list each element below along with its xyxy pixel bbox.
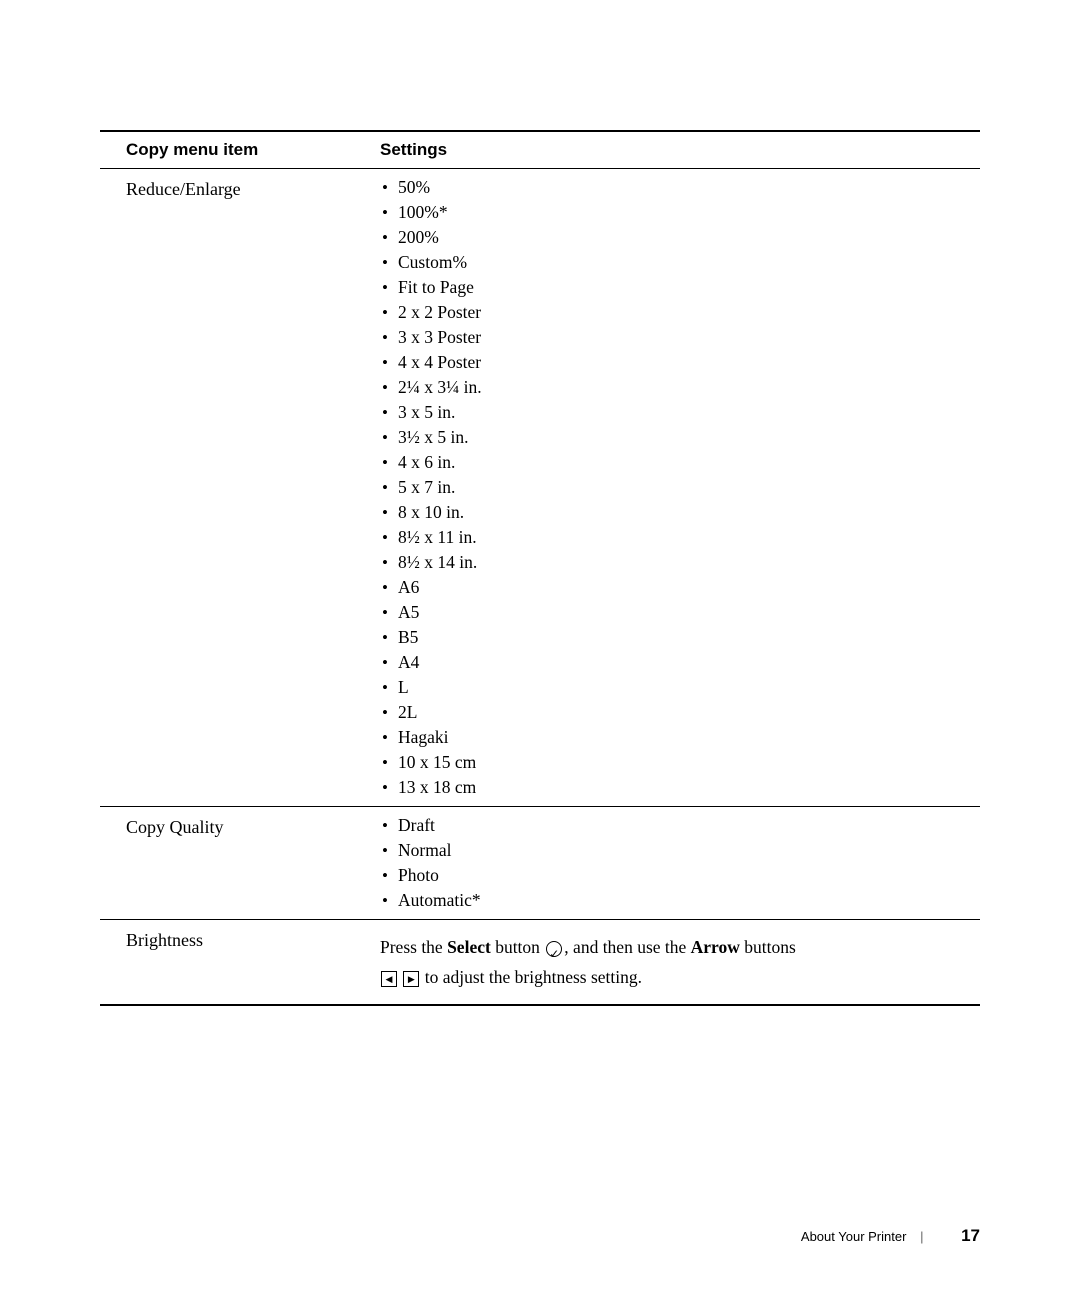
setting-item: 3½ x 5 in. — [380, 425, 980, 450]
footer-separator: | — [920, 1229, 923, 1244]
setting-item: 10 x 15 cm — [380, 750, 980, 775]
settings-table: Copy menu item Settings Reduce/Enlarge 5… — [100, 130, 980, 1006]
setting-item: A4 — [380, 650, 980, 675]
header-settings: Settings — [380, 140, 980, 160]
brightness-text-part: Press the — [380, 937, 447, 957]
setting-item: Photo — [380, 863, 980, 888]
item-name-reduce-enlarge: Reduce/Enlarge — [100, 175, 380, 800]
setting-item: 4 x 4 Poster — [380, 350, 980, 375]
setting-item: 5 x 7 in. — [380, 475, 980, 500]
settings-list-copy-quality: Draft Normal Photo Automatic* — [380, 813, 980, 913]
setting-item: 8½ x 11 in. — [380, 525, 980, 550]
footer-page-number: 17 — [961, 1226, 980, 1245]
setting-item: 4 x 6 in. — [380, 450, 980, 475]
setting-item: A5 — [380, 600, 980, 625]
setting-item: A6 — [380, 575, 980, 600]
page-footer: About Your Printer | 17 — [801, 1226, 980, 1246]
brightness-text-part: , and then use the — [564, 937, 690, 957]
settings-reduce-enlarge: 50% 100%* 200% Custom% Fit to Page 2 x 2… — [380, 175, 980, 800]
settings-copy-quality: Draft Normal Photo Automatic* — [380, 813, 980, 913]
brightness-arrow-label: Arrow — [691, 937, 740, 957]
setting-item: 3 x 5 in. — [380, 400, 980, 425]
setting-item: B5 — [380, 625, 980, 650]
setting-item: 8½ x 14 in. — [380, 550, 980, 575]
settings-brightness: Press the Select button , and then use t… — [380, 926, 980, 998]
brightness-text-part: button — [491, 937, 544, 957]
setting-item: Draft — [380, 813, 980, 838]
row-reduce-enlarge: Reduce/Enlarge 50% 100%* 200% Custom% Fi… — [100, 169, 980, 807]
setting-item: Hagaki — [380, 725, 980, 750]
setting-item: 13 x 18 cm — [380, 775, 980, 800]
setting-item: 50% — [380, 175, 980, 200]
setting-item: Custom% — [380, 250, 980, 275]
table-header-row: Copy menu item Settings — [100, 132, 980, 169]
setting-item: Normal — [380, 838, 980, 863]
arrow-left-icon: ◀ — [381, 971, 397, 987]
brightness-text-part: to adjust the brightness setting. — [425, 967, 642, 987]
brightness-text-part: buttons — [740, 937, 796, 957]
row-copy-quality: Copy Quality Draft Normal Photo Automati… — [100, 807, 980, 920]
setting-item: 200% — [380, 225, 980, 250]
setting-item: L — [380, 675, 980, 700]
setting-item: Fit to Page — [380, 275, 980, 300]
setting-item: 100%* — [380, 200, 980, 225]
select-button-icon — [546, 941, 562, 957]
row-brightness: Brightness Press the Select button , and… — [100, 920, 980, 1004]
header-copy-menu-item: Copy menu item — [100, 140, 380, 160]
footer-section-title: About Your Printer — [801, 1229, 907, 1244]
settings-list-reduce-enlarge: 50% 100%* 200% Custom% Fit to Page 2 x 2… — [380, 175, 980, 800]
setting-item: 2¼ x 3¼ in. — [380, 375, 980, 400]
setting-item: 2 x 2 Poster — [380, 300, 980, 325]
setting-item: 8 x 10 in. — [380, 500, 980, 525]
setting-item: 3 x 3 Poster — [380, 325, 980, 350]
brightness-select-label: Select — [447, 937, 491, 957]
item-name-brightness: Brightness — [100, 926, 380, 998]
arrow-right-icon: ▶ — [403, 971, 419, 987]
item-name-copy-quality: Copy Quality — [100, 813, 380, 913]
setting-item: 2L — [380, 700, 980, 725]
setting-item: Automatic* — [380, 888, 980, 913]
